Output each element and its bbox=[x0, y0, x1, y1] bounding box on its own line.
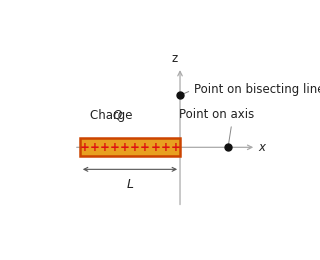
Bar bbox=[80, 138, 180, 156]
Text: +: + bbox=[161, 141, 171, 154]
Text: +: + bbox=[120, 141, 130, 154]
Text: Q: Q bbox=[113, 109, 122, 122]
Text: +: + bbox=[150, 141, 160, 154]
Text: +: + bbox=[130, 141, 140, 154]
Text: +: + bbox=[171, 141, 180, 154]
Text: +: + bbox=[90, 141, 100, 154]
Text: x: x bbox=[258, 141, 265, 154]
Text: +: + bbox=[79, 141, 89, 154]
Text: Point on bisecting line: Point on bisecting line bbox=[183, 83, 320, 96]
Text: z: z bbox=[172, 52, 178, 65]
Text: L: L bbox=[126, 178, 133, 191]
Text: +: + bbox=[140, 141, 150, 154]
Text: +: + bbox=[100, 141, 109, 154]
Text: +: + bbox=[110, 141, 120, 154]
Text: Point on axis: Point on axis bbox=[180, 108, 255, 145]
Text: Charge: Charge bbox=[90, 109, 136, 122]
